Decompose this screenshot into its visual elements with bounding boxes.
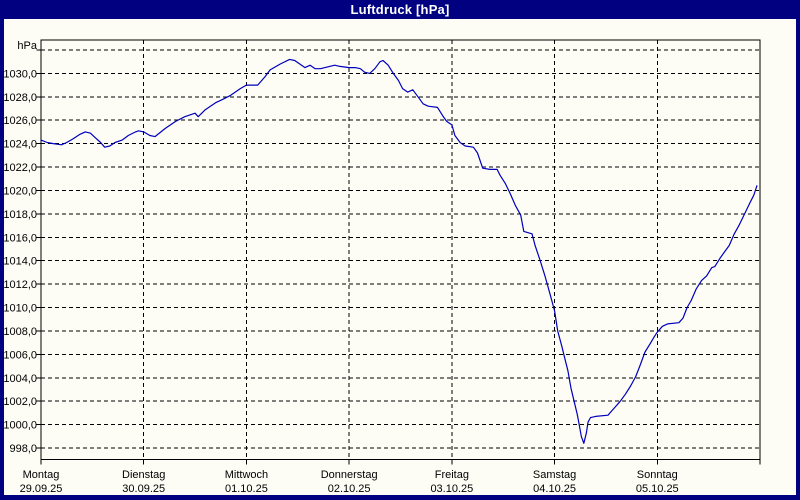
x-axis-date-label: 05.10.25 [636, 483, 679, 495]
chart-background [4, 19, 796, 495]
y-axis-label: 1002,0 [3, 396, 37, 408]
x-axis-date-label: 01.10.25 [225, 483, 268, 495]
x-axis-day-label: Dienstag [122, 469, 165, 481]
x-axis-date-label: 30.09.25 [122, 483, 165, 495]
plot-frame [40, 39, 761, 460]
y-axis-label: 1016,0 [3, 232, 37, 244]
x-axis-day-label: Samstag [533, 469, 576, 481]
x-axis-date-label: 04.10.25 [533, 483, 576, 495]
y-axis-label: 1030,0 [3, 68, 37, 80]
x-axis-day-label: Freitag [435, 469, 469, 481]
y-axis-label: 1020,0 [3, 185, 37, 197]
y-axis-label: 1012,0 [3, 279, 37, 291]
y-axis-label: 1024,0 [3, 139, 37, 151]
y-axis-label: 1028,0 [3, 92, 37, 104]
y-axis-label: 1006,0 [3, 349, 37, 361]
y-axis-label: 1000,0 [3, 420, 37, 432]
y-axis-label: 1014,0 [3, 256, 37, 268]
pressure-line [40, 58, 758, 444]
x-axis-date-label: 03.10.25 [430, 483, 473, 495]
x-axis-day-label: Donnerstag [321, 469, 378, 481]
y-axis-label: 998,0 [9, 443, 37, 455]
window-title: Luftdruck [hPa] [350, 2, 450, 17]
x-axis-date-label: 02.10.25 [328, 483, 371, 495]
y-axis-label: 1010,0 [3, 303, 37, 315]
y-axis-label: 1004,0 [3, 373, 37, 385]
y-axis-unit-label: hPa [17, 40, 37, 52]
x-axis-date-label: 29.09.25 [20, 483, 63, 495]
x-axis-day-label: Sonntag [637, 469, 678, 481]
y-axis-label: 1018,0 [3, 209, 37, 221]
title-bar: Luftdruck [hPa] [0, 0, 800, 19]
y-axis-label: 1026,0 [3, 115, 37, 127]
x-axis-day-label: Montag [23, 469, 60, 481]
x-axis-day-label: Mittwoch [225, 469, 268, 481]
y-axis-label: 1022,0 [3, 162, 37, 174]
y-axis-label: 1008,0 [3, 326, 37, 338]
